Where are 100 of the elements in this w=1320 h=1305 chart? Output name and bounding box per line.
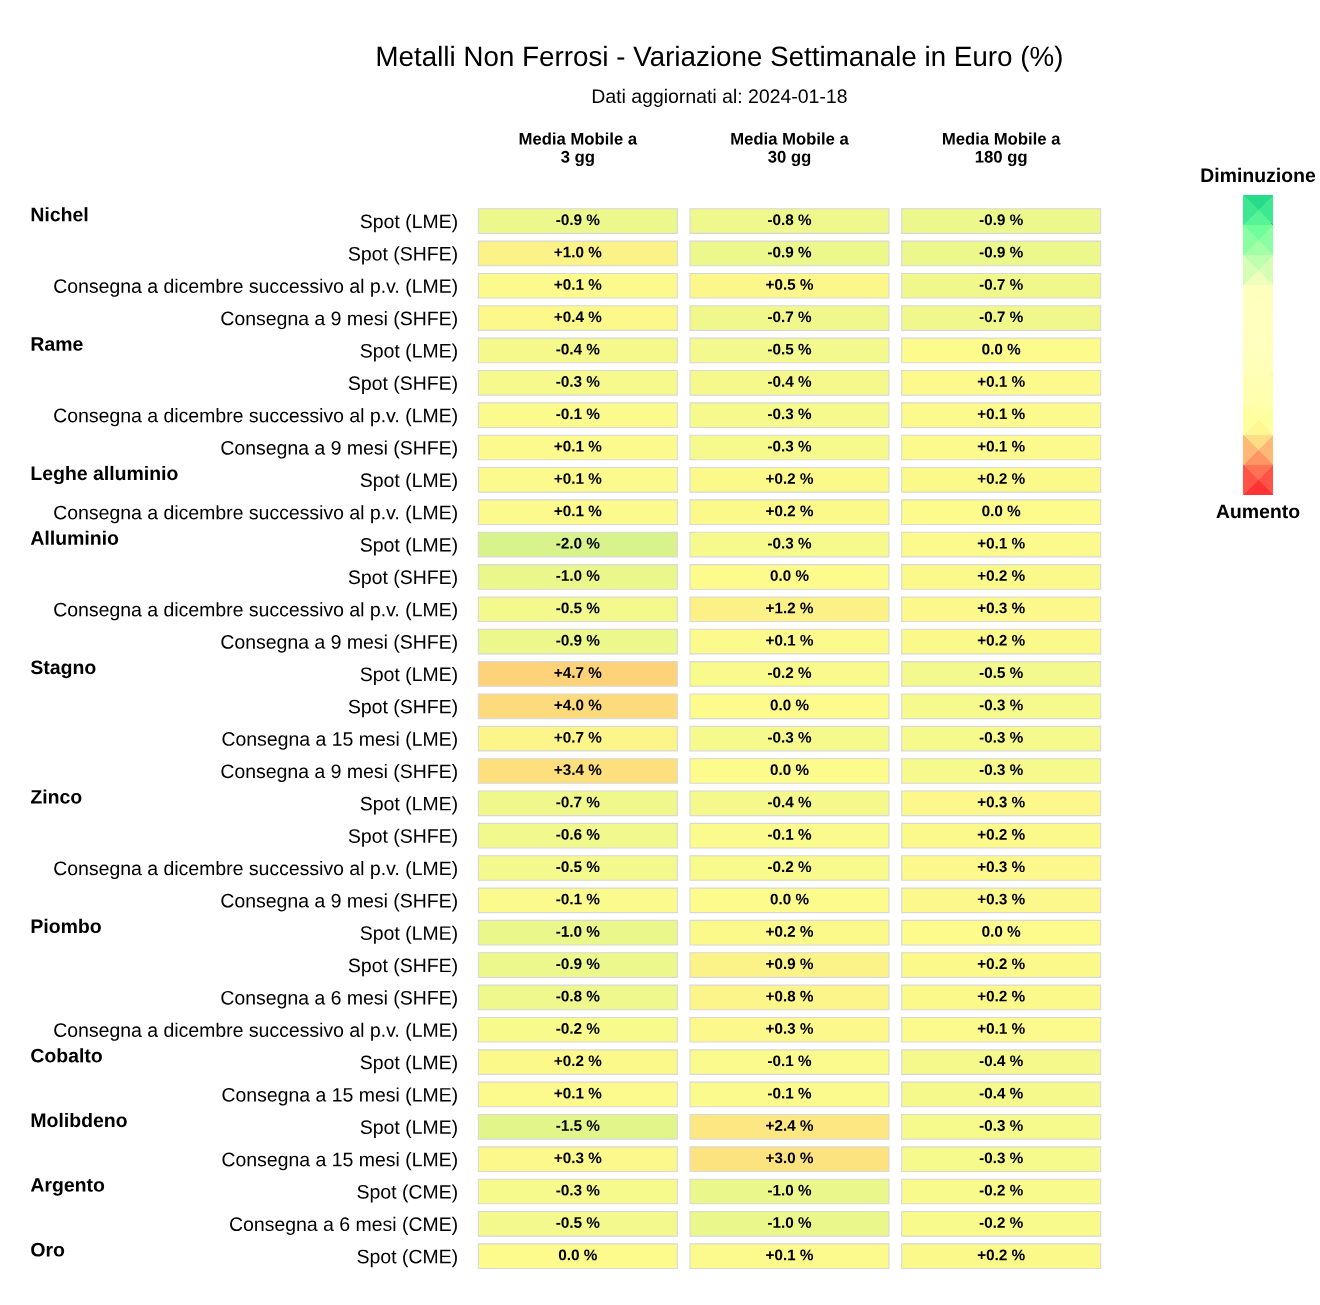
y-tick-label: Consegna a 9 mesi (SHFE) <box>221 311 457 330</box>
data-label: +0.2 % <box>977 1249 1025 1261</box>
data-label: -0.2 % <box>556 1023 600 1034</box>
y-tick-label: Consegna a 9 mesi (SHFE) <box>221 634 457 653</box>
y-tick-label: Spot (SHFE) <box>348 375 457 394</box>
data-label: +0.3 % <box>977 796 1025 808</box>
data-label: -0.3 % <box>768 537 812 549</box>
data-label: +0.2 % <box>977 828 1025 840</box>
data-label: +0.1 % <box>554 279 602 290</box>
y-tick-label: Consegna a dicembre successivo al p.v. (LME) <box>54 1022 457 1041</box>
y-tick-label: Spot (LME) <box>360 214 457 233</box>
y2-tick-label: Stagno <box>30 660 96 679</box>
data-label: +0.2 % <box>766 473 814 484</box>
data-label: -0.9 % <box>979 246 1023 258</box>
data-label: -0.9 % <box>556 958 600 970</box>
y-tick-label: Consegna a 15 mesi (LME) <box>222 1152 457 1171</box>
data-label: +0.3 % <box>554 1152 602 1164</box>
data-label: -0.2 % <box>979 1184 1023 1196</box>
y2-tick-label: Rame <box>31 337 83 351</box>
data-label: -0.6 % <box>556 828 600 840</box>
data-label: -0.5 % <box>768 343 812 355</box>
data-label: -0.9 % <box>768 246 812 258</box>
data-label: +1.2 % <box>766 602 814 614</box>
y-tick-label: Spot (CME) <box>357 1184 457 1203</box>
data-label: -0.2 % <box>768 667 812 679</box>
data-label: -1.0 % <box>556 570 600 581</box>
data-label: -0.5 % <box>979 667 1023 679</box>
data-label: +0.3 % <box>977 893 1025 905</box>
y-tick-label: Spot (CME) <box>357 1249 457 1268</box>
y-tick-label: Consegna a dicembre successivo al p.v. (LME) <box>54 505 457 524</box>
data-label: +0.2 % <box>977 958 1025 970</box>
y-tick-label: Consegna a dicembre successivo al p.v. (LME) <box>54 408 457 427</box>
data-label: +0.2 % <box>977 634 1025 646</box>
y-tick-label: Spot (SHFE) <box>348 569 457 588</box>
data-label: 0.0 % <box>982 343 1021 355</box>
y-tick-label: Spot (SHFE) <box>348 699 457 718</box>
data-label: -0.5 % <box>556 861 600 873</box>
data-label: -0.3 % <box>768 408 812 420</box>
x-tick-label: Media Mobile a 180 gg <box>943 132 1061 166</box>
y-tick-label: Consegna a 15 mesi (LME) <box>222 1087 457 1106</box>
data-label: -0.7 % <box>768 311 812 323</box>
y2-tick-label: Piombo <box>31 918 101 934</box>
data-label: +0.1 % <box>977 440 1025 452</box>
y-tick-label: Consegna a dicembre successivo al p.v. (LME) <box>54 602 457 621</box>
data-label: +0.3 % <box>977 861 1025 873</box>
y-tick-label: Consegna a dicembre successivo al p.v. (LME) <box>54 860 457 880</box>
y-tick-label: Consegna a 9 mesi (SHFE) <box>221 893 457 912</box>
y-tick-label: Spot (LME) <box>360 537 457 556</box>
data-label: +0.1 % <box>554 505 602 517</box>
data-label: -0.4 % <box>556 343 600 355</box>
y2-tick-label: Molibdeno <box>31 1112 127 1128</box>
y-tick-label: Spot (SHFE) <box>348 246 457 265</box>
data-label: -0.4 % <box>979 1087 1023 1099</box>
data-label: +0.1 % <box>977 1023 1025 1034</box>
data-label: -1.0 % <box>556 926 600 937</box>
chart-title: Metalli Non Ferrosi - Variazione Settimanale in Euro (%) <box>377 45 1062 72</box>
data-label: -0.9 % <box>556 634 600 646</box>
data-label: +0.1 % <box>977 537 1025 549</box>
y-tick-label: Spot (LME) <box>360 472 457 491</box>
data-label: +3.4 % <box>554 764 602 776</box>
text: Diminuzione <box>1201 167 1316 183</box>
y-tick-label: Consegna a 6 mesi (CME) <box>230 1216 457 1235</box>
data-label: +0.8 % <box>766 990 814 1002</box>
data-label: +0.3 % <box>766 1023 814 1034</box>
data-label: -0.3 % <box>556 1184 600 1196</box>
data-label: -0.1 % <box>768 828 812 840</box>
data-label: -0.3 % <box>979 764 1023 776</box>
y-tick-label: Consegna a 9 mesi (SHFE) <box>221 440 457 459</box>
y-tick-label: Spot (LME) <box>360 666 457 686</box>
x-tick-label: Media Mobile a 30 gg <box>731 132 849 166</box>
y-tick-label: Consegna a 6 mesi (SHFE) <box>221 990 457 1009</box>
data-label: +0.1 % <box>554 1087 602 1099</box>
y-tick-label: Consegna a 15 mesi (LME) <box>222 731 457 750</box>
data-label: +3.0 % <box>766 1152 814 1164</box>
data-label: -0.4 % <box>768 796 812 808</box>
data-label: -0.3 % <box>768 731 812 743</box>
data-label: -0.3 % <box>979 1152 1023 1164</box>
data-label: -0.3 % <box>979 1120 1023 1131</box>
y2-tick-label: Nichel <box>31 207 88 222</box>
data-label: +4.7 % <box>554 667 602 678</box>
data-label: +4.0 % <box>554 699 602 711</box>
y-tick-label: Consegna a 9 mesi (SHFE) <box>221 763 457 783</box>
y2-tick-label: Cobalto <box>31 1048 102 1063</box>
data-label: -2.0 % <box>556 537 600 549</box>
data-label: +1.0 % <box>554 246 602 258</box>
data-label: +0.1 % <box>554 440 602 452</box>
data-label: -0.9 % <box>979 214 1023 226</box>
y-tick-label: Spot (LME) <box>360 1055 457 1074</box>
data-label: -0.1 % <box>768 1087 812 1099</box>
y2-tick-label: Zinco <box>30 789 82 804</box>
y-tick-label: Spot (LME) <box>360 343 457 362</box>
data-label: +0.1 % <box>766 1249 814 1261</box>
data-label: -0.1 % <box>556 408 600 420</box>
data-label: 0.0 % <box>558 1249 597 1261</box>
data-label: 0.0 % <box>770 893 809 905</box>
data-label: -0.4 % <box>979 1055 1023 1067</box>
data-label: +0.2 % <box>766 926 814 937</box>
y2-tick-label: Leghe alluminio <box>31 465 178 485</box>
data-label: 0.0 % <box>770 570 809 581</box>
y2-tick-label: Argento <box>30 1178 105 1196</box>
